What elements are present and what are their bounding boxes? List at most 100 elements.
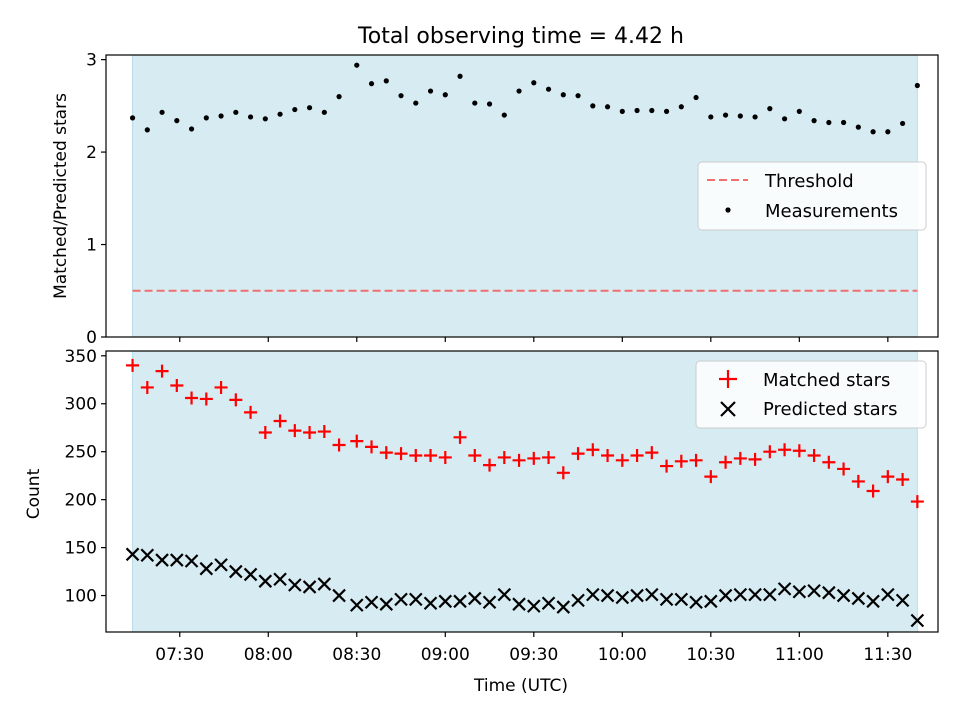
- predicted-stars-point: [689, 595, 703, 610]
- measurement-point: [383, 78, 389, 84]
- measurement-point: [203, 115, 209, 121]
- matched-stars-point: [365, 440, 379, 454]
- x-tick-label: 11:30: [863, 645, 912, 665]
- predicted-stars-point: [556, 600, 571, 614]
- matched-stars-point: [851, 474, 865, 488]
- measurement-point: [188, 126, 195, 132]
- matched-stars-point: [778, 443, 792, 457]
- matched-stars-point: [273, 414, 287, 428]
- predicted-stars-point: [409, 592, 423, 607]
- y-tick-label: 2: [86, 143, 97, 163]
- measurement-point: [885, 129, 891, 135]
- predicted-stars-point: [881, 587, 895, 602]
- legend-matched-swatch: [719, 370, 737, 388]
- predicted-stars-point: [822, 585, 836, 600]
- predicted-stars-point: [302, 580, 317, 594]
- matched-stars-point: [571, 447, 585, 461]
- measurement-point: [159, 109, 165, 115]
- predicted-stars-point: [645, 587, 659, 602]
- predicted-stars-point: [895, 593, 910, 608]
- legend-matched-label: Matched stars: [763, 370, 890, 391]
- matched-stars-point: [556, 466, 570, 480]
- matched-stars-point: [866, 484, 880, 498]
- top-panel: 0 1 2 3 Matched/Predicted stars Threshold M…: [51, 51, 939, 348]
- predicted-stars-point: [910, 613, 925, 628]
- measurement-point: [427, 88, 434, 94]
- matched-stars-point: [822, 455, 836, 469]
- predicted-stars-point: [288, 578, 302, 592]
- bottom-legend-box: [695, 360, 927, 429]
- matched-stars-series: [126, 358, 924, 509]
- measurement-point: [233, 109, 239, 115]
- matched-stars-point: [199, 392, 213, 406]
- matched-stars-point: [483, 458, 497, 472]
- predicted-stars-point: [394, 592, 408, 607]
- matched-stars-point: [424, 449, 438, 463]
- predicted-stars-point: [527, 599, 541, 613]
- y-tick-label: 200: [65, 491, 97, 511]
- matched-stars-point: [527, 451, 541, 465]
- measurement-point: [678, 104, 684, 110]
- measurement-point: [174, 118, 180, 124]
- measurement-point: [634, 107, 640, 114]
- bottom-x-axis: 07:30 08:00 08:30 09:00 09:30 10:00 10:30 11:00…: [155, 632, 912, 665]
- predicted-stars-point: [748, 587, 762, 602]
- measurement-point: [708, 114, 714, 120]
- matched-stars-point: [896, 473, 910, 487]
- measurements-series: [129, 62, 920, 135]
- measurement-point: [737, 113, 743, 119]
- matched-stars-point: [733, 451, 747, 465]
- measurement-point: [767, 106, 773, 112]
- matched-stars-point: [244, 405, 258, 419]
- measurement-point: [277, 111, 283, 117]
- matched-stars-point: [601, 449, 615, 463]
- measurement-point: [752, 114, 758, 120]
- measurement-point: [354, 62, 360, 68]
- matched-stars-point: [645, 446, 659, 460]
- predicted-stars-point: [214, 558, 228, 572]
- predicted-stars-point: [184, 554, 199, 568]
- predicted-stars-point: [468, 591, 482, 606]
- matched-stars-point: [630, 449, 644, 463]
- y-tick-label: 150: [65, 539, 97, 559]
- matched-stars-point: [288, 424, 302, 438]
- y-tick-label: 300: [65, 395, 97, 415]
- predicted-stars-point: [229, 564, 243, 579]
- measurement-point: [531, 80, 537, 86]
- matched-stars-point: [409, 449, 423, 463]
- predicted-stars-point: [763, 587, 777, 602]
- predicted-stars-point: [170, 553, 184, 567]
- measurement-point: [292, 106, 298, 113]
- matched-stars-point: [792, 444, 806, 458]
- predicted-stars-point: [243, 567, 258, 582]
- predicted-stars-point: [317, 577, 332, 591]
- bottom-y-axis: 100 150 200 250 300 350: [65, 347, 106, 607]
- predicted-stars-point: [659, 592, 674, 607]
- y-tick-label: 100: [65, 587, 97, 607]
- predicted-stars-point: [541, 596, 556, 611]
- matched-stars-point: [542, 450, 556, 464]
- x-tick-label: 08:00: [244, 645, 293, 665]
- measurement-point: [663, 108, 670, 114]
- matched-stars-point: [910, 495, 924, 509]
- measurement-point: [575, 93, 581, 99]
- predicted-stars-point: [423, 596, 438, 611]
- matched-stars-point: [170, 379, 184, 393]
- predicted-stars-point: [155, 553, 169, 567]
- matched-stars-point: [660, 459, 674, 473]
- matched-stars-point: [881, 470, 895, 484]
- matched-stars-point: [615, 453, 629, 467]
- predicted-stars-point: [199, 561, 214, 576]
- measurement-point: [321, 109, 327, 115]
- measurement-point: [218, 113, 224, 119]
- measurement-point: [914, 82, 920, 89]
- predicted-stars-series: [125, 547, 925, 628]
- y-tick-label: 250: [65, 443, 97, 463]
- measurement-point: [899, 120, 906, 127]
- x-tick-label: 08:30: [332, 645, 381, 665]
- predicted-stars-point: [777, 582, 792, 596]
- measurement-point: [649, 107, 655, 114]
- predicted-stars-point: [674, 592, 689, 607]
- measurement-point: [870, 129, 876, 135]
